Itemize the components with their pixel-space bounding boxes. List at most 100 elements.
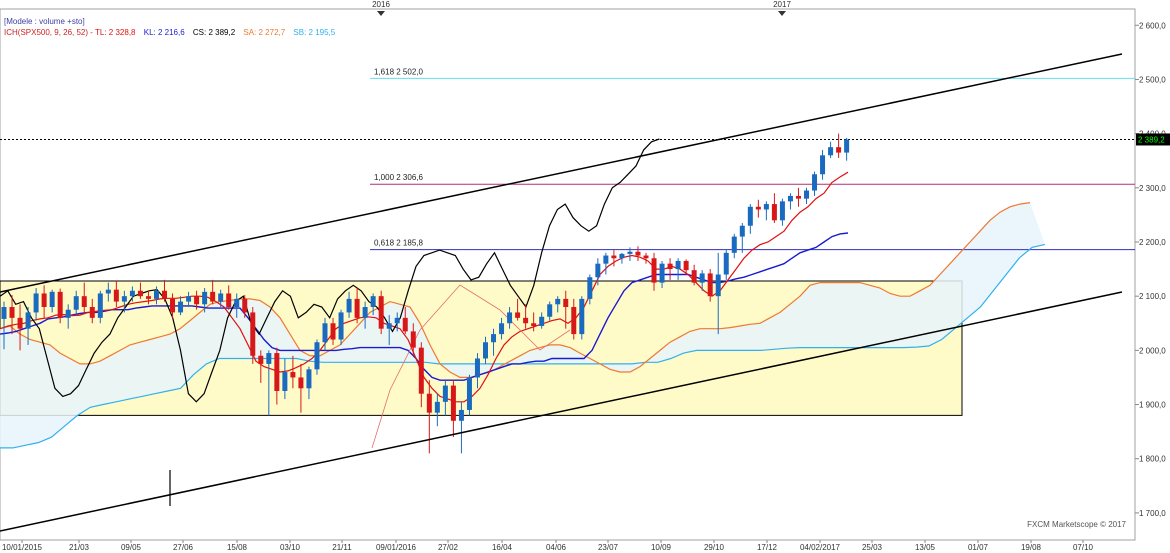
candle-body <box>763 204 769 210</box>
year-marker-2017-arrow <box>778 11 786 16</box>
last-price-badge <box>1136 133 1170 146</box>
candle-body <box>611 255 617 259</box>
y-tick-label: 2 200,0 <box>1139 238 1166 247</box>
candle-body <box>418 347 424 394</box>
candle-body <box>555 298 561 305</box>
trend-channel-upper <box>0 53 1123 293</box>
candle-body <box>202 291 208 305</box>
candle-body <box>386 323 392 329</box>
year-marker-2017: 2017 <box>773 0 791 9</box>
x-tick-label: 09/01/2016 <box>376 543 417 552</box>
chikou-line <box>0 138 660 403</box>
candle-body <box>354 298 360 318</box>
candle-body <box>129 290 135 297</box>
candle-body <box>89 307 95 318</box>
x-tick-label: 27/02 <box>438 543 459 552</box>
candle-body <box>531 323 537 326</box>
annotation-zigzag <box>371 284 571 449</box>
candle-body <box>442 385 448 402</box>
fib-level-label: 1,000 2 306,6 <box>374 173 423 182</box>
candle-body <box>507 312 513 324</box>
candle-body <box>162 290 167 299</box>
y-tick-label: 2 500,0 <box>1139 75 1166 84</box>
candle-body <box>595 263 601 278</box>
x-tick-label: 09/05 <box>121 543 142 552</box>
x-tick-label: 16/04 <box>492 543 513 552</box>
candle-body <box>779 201 785 221</box>
ichimoku-cloud <box>0 202 1045 448</box>
candle-body <box>723 252 729 275</box>
legend-tl: TL: 2 328,8 <box>95 28 136 37</box>
candle-body <box>105 289 111 294</box>
candle-body <box>426 393 432 413</box>
candle-body <box>547 304 553 317</box>
candle-body <box>523 317 529 324</box>
candle-body <box>41 293 47 308</box>
tenkan-line <box>0 171 849 403</box>
candle-body <box>820 155 826 175</box>
legend-sa: SA: 2 272,7 <box>243 28 285 37</box>
candle-body <box>539 316 545 326</box>
candle-body <box>97 293 103 318</box>
candle-body <box>153 290 159 299</box>
candle-body <box>250 312 256 356</box>
y-tick-label: 2 300,0 <box>1139 184 1166 193</box>
candle-body <box>731 236 737 253</box>
candle-body <box>771 204 777 221</box>
candle-body <box>81 296 87 308</box>
last-price-label: 2 389,2 <box>1138 135 1165 144</box>
candle-body <box>675 260 681 270</box>
candle-body <box>651 258 657 283</box>
legend-model: [Modele : volume +sto] <box>4 17 85 26</box>
x-tick-label: 07/10 <box>1073 543 1094 552</box>
senkou-a-line <box>0 202 1031 378</box>
x-tick-label: 03/10 <box>280 543 301 552</box>
candle-body <box>739 225 745 237</box>
x-tick-label: 21/11 <box>332 543 352 552</box>
candle-body <box>266 353 272 364</box>
candle-body <box>836 147 842 153</box>
plot-area <box>0 8 1136 541</box>
candle-body <box>410 331 416 348</box>
candle-body <box>603 255 609 264</box>
x-tick-label: 01/07 <box>968 543 989 552</box>
candle-body <box>218 293 224 302</box>
candle-body <box>258 355 264 364</box>
candle-body <box>643 255 649 259</box>
candle-body <box>812 174 818 191</box>
candle-body <box>306 369 312 389</box>
x-tick-label: 04/06 <box>546 543 567 552</box>
candle-body <box>458 409 464 421</box>
candle-body <box>113 289 119 302</box>
candle-body <box>1 307 7 319</box>
x-tick-label: 04/02/2017 <box>800 543 841 552</box>
candle-body <box>619 253 625 259</box>
watermark: FXCM Marketscope © 2017 <box>1027 520 1126 529</box>
candle-body <box>274 353 280 391</box>
candle-body <box>691 270 697 283</box>
candle-body <box>699 273 705 283</box>
kijun-line <box>0 232 849 381</box>
candle-body <box>65 309 71 318</box>
candle-body <box>210 291 216 302</box>
candle-body <box>491 334 497 343</box>
candle-body <box>579 298 585 335</box>
candle-body <box>434 401 440 413</box>
candle-body <box>402 317 408 332</box>
candle-body <box>715 274 721 297</box>
legend-sb: SB: 2 195,5 <box>293 28 335 37</box>
candle-body <box>707 273 713 297</box>
x-tick-label: 13/05 <box>915 543 936 552</box>
candle-body <box>483 342 488 359</box>
candle-body <box>667 263 673 270</box>
candle-body <box>73 296 79 310</box>
candle-body <box>828 147 834 156</box>
candle-body <box>33 293 39 313</box>
x-tick-label: 23/07 <box>598 543 619 552</box>
candle-body <box>178 301 184 313</box>
candle-body <box>322 323 328 343</box>
y-tick-label: 1 800,0 <box>1139 455 1166 464</box>
year-marker-2016-arrow <box>377 11 385 16</box>
